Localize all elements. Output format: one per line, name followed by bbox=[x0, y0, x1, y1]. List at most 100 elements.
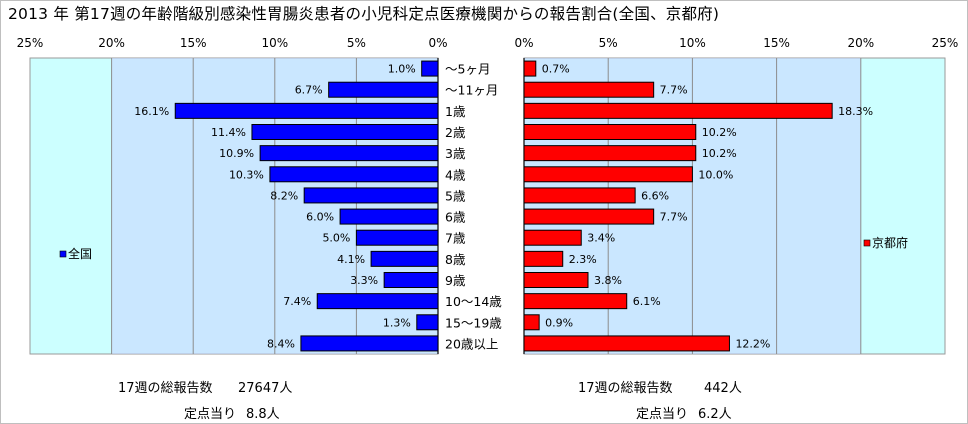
kyoto-total-value: 442人 bbox=[704, 381, 742, 396]
national-bar bbox=[259, 145, 439, 162]
kyoto-bar bbox=[523, 81, 655, 98]
national-data-label: 3.3% bbox=[350, 274, 378, 287]
kyoto-bar bbox=[523, 293, 628, 310]
kyoto-data-label: 10.0% bbox=[698, 168, 733, 181]
kyoto-data-label: 0.9% bbox=[545, 316, 573, 329]
kyoto-bar bbox=[523, 124, 697, 140]
national-data-label: 11.4% bbox=[211, 126, 246, 139]
category-label: 9歳 bbox=[445, 273, 466, 288]
national-total-value: 27647人 bbox=[238, 381, 293, 396]
category-label: 7歳 bbox=[445, 231, 466, 246]
left-tick-label: 0% bbox=[428, 36, 447, 50]
national-bar bbox=[269, 166, 439, 183]
right-tick-label: 10% bbox=[679, 36, 706, 50]
category-label: 10～14歳 bbox=[445, 294, 502, 309]
kyoto-data-label: 10.2% bbox=[702, 147, 737, 160]
kyoto-data-label: 6.1% bbox=[633, 295, 661, 308]
kyoto-total-label: 17週の総報告数 bbox=[578, 381, 673, 396]
kyoto-data-label: 12.2% bbox=[735, 337, 770, 350]
national-summary: 17週の総報告数 27647人 bbox=[118, 377, 292, 396]
national-data-label: 6.7% bbox=[295, 84, 323, 97]
kyoto-data-label: 6.6% bbox=[641, 189, 669, 202]
national-per-site-value: 8.8人 bbox=[246, 407, 280, 422]
national-total-label: 17週の総報告数 bbox=[118, 381, 213, 396]
legend-swatch-national bbox=[59, 250, 67, 258]
category-label: 1歳 bbox=[445, 104, 466, 119]
national-bar bbox=[383, 272, 439, 288]
category-label: 5歳 bbox=[445, 188, 466, 203]
national-bar bbox=[300, 335, 439, 352]
left-tick-label: 15% bbox=[180, 36, 207, 50]
category-label: 6歳 bbox=[445, 210, 466, 225]
national-data-label: 4.1% bbox=[337, 253, 365, 266]
kyoto-bar bbox=[523, 187, 636, 204]
national-data-label: 16.1% bbox=[134, 105, 169, 118]
kyoto-bar bbox=[523, 166, 693, 183]
kyoto-bar bbox=[523, 229, 582, 246]
national-data-label: 8.4% bbox=[267, 337, 295, 350]
legend-label-national: 全国 bbox=[68, 246, 92, 261]
left-tick-label: 20% bbox=[98, 36, 125, 50]
national-data-label: 5.0% bbox=[322, 232, 350, 245]
kyoto-bar bbox=[523, 60, 537, 77]
kyoto-bar bbox=[523, 272, 589, 288]
national-bar bbox=[339, 208, 439, 225]
national-per-site-label: 定点当り bbox=[183, 407, 236, 422]
chart-title: 2013 年 第17週の年齢階級別感染性胃腸炎患者の小児科定点医療機関からの報告… bbox=[8, 5, 720, 23]
kyoto-bar bbox=[523, 335, 730, 352]
right-tick-label: 25% bbox=[932, 36, 959, 50]
kyoto-per-site-value: 6.2人 bbox=[698, 407, 732, 422]
category-label: ～5ヶ月 bbox=[445, 62, 490, 77]
kyoto-data-label: 7.7% bbox=[660, 211, 688, 224]
national-bar bbox=[316, 293, 439, 310]
national-bar bbox=[328, 81, 439, 98]
legend-label-kyoto: 京都府 bbox=[872, 235, 908, 250]
kyoto-summary: 17週の総報告数 442人 bbox=[578, 377, 742, 396]
right-tick-label: 0% bbox=[514, 36, 533, 50]
national-data-label: 10.3% bbox=[229, 168, 264, 181]
national-per-site: 定点当り 8.8人 bbox=[118, 403, 280, 422]
left-tick-label: 10% bbox=[261, 36, 288, 50]
category-label: 20歳以上 bbox=[445, 336, 498, 351]
national-data-label: 7.4% bbox=[283, 295, 311, 308]
national-data-label: 10.9% bbox=[219, 147, 254, 160]
kyoto-bar bbox=[523, 145, 697, 162]
national-data-label: 8.2% bbox=[270, 189, 298, 202]
national-data-label: 6.0% bbox=[306, 211, 334, 224]
category-label: 3歳 bbox=[445, 146, 466, 161]
category-label: 2歳 bbox=[445, 125, 466, 140]
right-tick-label: 20% bbox=[847, 36, 874, 50]
category-label: ～11ヶ月 bbox=[445, 83, 498, 98]
national-bar bbox=[421, 60, 439, 77]
kyoto-bar bbox=[523, 250, 564, 267]
kyoto-per-site: 定点当り 6.2人 bbox=[578, 403, 732, 422]
kyoto-bar bbox=[523, 208, 655, 225]
national-bar bbox=[251, 124, 439, 140]
kyoto-data-label: 0.7% bbox=[542, 63, 570, 76]
national-bar bbox=[303, 187, 439, 204]
legend-swatch-kyoto bbox=[863, 239, 871, 247]
national-bar bbox=[355, 229, 439, 246]
kyoto-data-label: 7.7% bbox=[660, 84, 688, 97]
national-data-label: 1.0% bbox=[388, 63, 416, 76]
kyoto-bar bbox=[523, 102, 833, 119]
kyoto-data-label: 3.4% bbox=[587, 232, 615, 245]
category-label: 8歳 bbox=[445, 252, 466, 267]
kyoto-data-label: 10.2% bbox=[702, 126, 737, 139]
kyoto-data-label: 2.3% bbox=[569, 253, 597, 266]
national-bar bbox=[416, 314, 439, 331]
kyoto-data-label: 3.8% bbox=[594, 274, 622, 287]
right-tick-label: 5% bbox=[599, 36, 618, 50]
left-tick-label: 5% bbox=[347, 36, 366, 50]
right-tick-label: 15% bbox=[763, 36, 790, 50]
kyoto-bar bbox=[523, 314, 540, 331]
national-data-label: 1.3% bbox=[383, 316, 411, 329]
category-label: 4歳 bbox=[445, 167, 466, 182]
national-bar bbox=[370, 250, 439, 267]
kyoto-data-label: 18.3% bbox=[838, 105, 873, 118]
left-tick-label: 25% bbox=[17, 36, 44, 50]
national-bar bbox=[174, 102, 439, 119]
kyoto-per-site-label: 定点当り bbox=[635, 407, 688, 422]
